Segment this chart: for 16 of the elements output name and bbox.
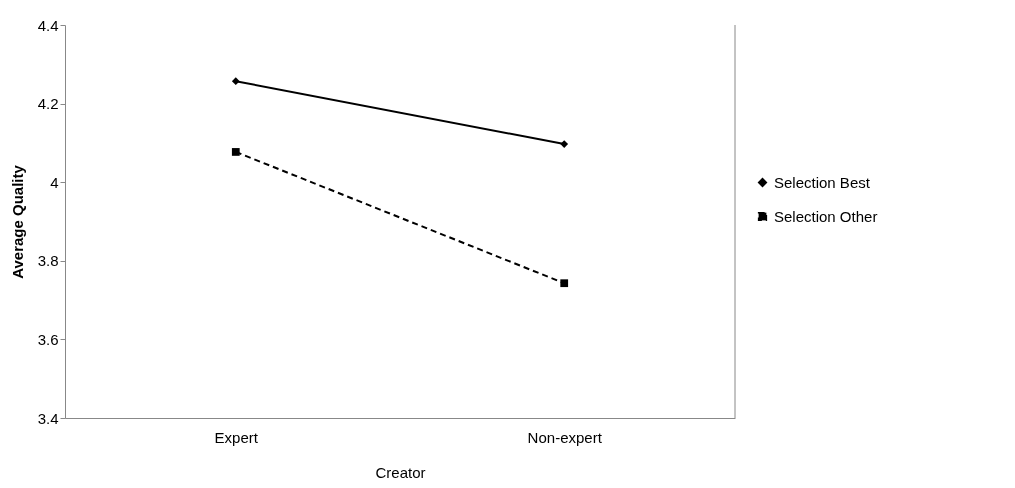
x-tick-label: Non-expert	[527, 428, 603, 446]
y-tick-label: 3.8	[37, 252, 59, 270]
x-axis-title: Creator	[375, 463, 426, 481]
y-tick-label: 3.6	[37, 330, 59, 348]
point	[231, 77, 240, 86]
y-tick-label: 4	[50, 173, 59, 191]
point	[560, 279, 569, 288]
point	[560, 140, 569, 148]
legend-label: Selection Other	[774, 207, 878, 225]
point	[231, 148, 240, 156]
y-tick-label: 3.4	[37, 409, 59, 427]
legend-label: Selection Best	[774, 173, 871, 191]
y-tick-label: 4.2	[37, 95, 59, 113]
y-tick-label: 4.4	[37, 16, 59, 34]
y-axis-title: Average Quality	[8, 164, 26, 279]
x-tick-label: Expert	[214, 428, 259, 446]
